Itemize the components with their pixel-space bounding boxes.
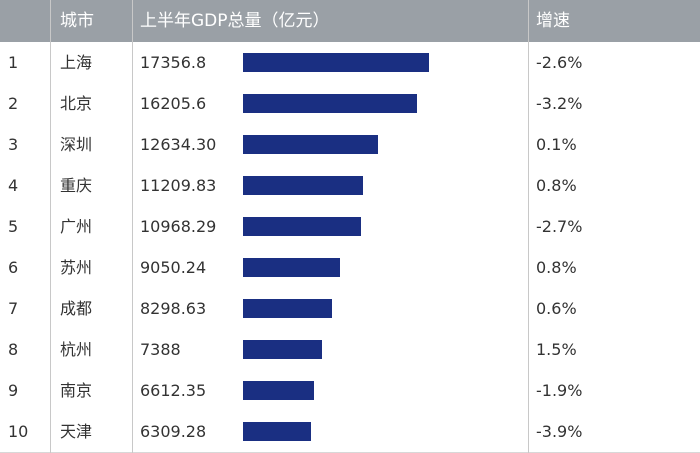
header-growth: 增速 — [536, 11, 570, 31]
rank-cell: 7 — [8, 299, 19, 318]
rank-cell: 6 — [8, 258, 19, 277]
growth-cell: -1.9% — [536, 381, 583, 400]
column-divider — [528, 0, 529, 453]
rank-cell: 9 — [8, 381, 19, 400]
rank-cell: 4 — [8, 176, 19, 195]
table-row: 3 深圳 12634.30 0.1% — [0, 124, 700, 166]
growth-cell: 0.8% — [536, 258, 577, 277]
growth-cell: -3.2% — [536, 94, 583, 113]
growth-cell: -3.9% — [536, 422, 583, 441]
rank-cell: 10 — [8, 422, 29, 441]
gdp-bar — [243, 53, 429, 72]
table-header: 城市 上半年GDP总量（亿元） 增速 — [0, 0, 700, 42]
growth-cell: 0.8% — [536, 176, 577, 195]
rank-cell: 5 — [8, 217, 19, 236]
gdp-value-cell: 7388 — [140, 340, 181, 359]
table-row: 5 广州 10968.29 -2.7% — [0, 206, 700, 248]
gdp-bar — [243, 299, 332, 318]
rank-cell: 2 — [8, 94, 19, 113]
table-row: 7 成都 8298.63 0.6% — [0, 288, 700, 330]
city-cell: 南京 — [60, 381, 93, 400]
gdp-value-cell: 10968.29 — [140, 217, 217, 236]
header-city: 城市 — [60, 11, 94, 31]
city-cell: 北京 — [60, 94, 93, 113]
rank-cell: 3 — [8, 135, 19, 154]
table-row: 6 苏州 9050.24 0.8% — [0, 247, 700, 289]
gdp-value-cell: 11209.83 — [140, 176, 217, 195]
gdp-bar — [243, 422, 311, 441]
gdp-value-cell: 6612.35 — [140, 381, 207, 400]
city-cell: 成都 — [60, 299, 93, 318]
growth-cell: 0.1% — [536, 135, 577, 154]
growth-cell: 0.6% — [536, 299, 577, 318]
table-row: 2 北京 16205.6 -3.2% — [0, 83, 700, 125]
table-row: 8 杭州 7388 1.5% — [0, 329, 700, 371]
gdp-bar — [243, 381, 314, 400]
gdp-value-cell: 6309.28 — [140, 422, 207, 441]
gdp-bar — [243, 217, 361, 236]
gdp-bar — [243, 94, 417, 113]
growth-cell: -2.7% — [536, 217, 583, 236]
column-divider — [132, 0, 133, 453]
gdp-bar — [243, 340, 322, 359]
city-cell: 深圳 — [60, 135, 93, 154]
gdp-value-cell: 12634.30 — [140, 135, 217, 154]
table-row: 4 重庆 11209.83 0.8% — [0, 165, 700, 207]
city-cell: 杭州 — [60, 340, 93, 359]
rank-cell: 1 — [8, 53, 19, 72]
growth-cell: -2.6% — [536, 53, 583, 72]
gdp-value-cell: 17356.8 — [140, 53, 207, 72]
gdp-value-cell: 16205.6 — [140, 94, 207, 113]
table-row: 10 天津 6309.28 -3.9% — [0, 411, 700, 453]
table-row: 9 南京 6612.35 -1.9% — [0, 370, 700, 412]
city-cell: 广州 — [60, 217, 93, 236]
column-divider — [50, 0, 51, 453]
gdp-value-cell: 9050.24 — [140, 258, 207, 277]
city-cell: 重庆 — [60, 176, 93, 195]
gdp-bar — [243, 176, 363, 195]
city-cell: 上海 — [60, 53, 93, 72]
city-cell: 天津 — [60, 422, 93, 441]
city-cell: 苏州 — [60, 258, 93, 277]
rank-cell: 8 — [8, 340, 19, 359]
growth-cell: 1.5% — [536, 340, 577, 359]
gdp-bar — [243, 258, 340, 277]
table-row: 1 上海 17356.8 -2.6% — [0, 42, 700, 84]
gdp-bar — [243, 135, 378, 154]
gdp-value-cell: 8298.63 — [140, 299, 207, 318]
header-gdp: 上半年GDP总量（亿元） — [140, 11, 330, 31]
